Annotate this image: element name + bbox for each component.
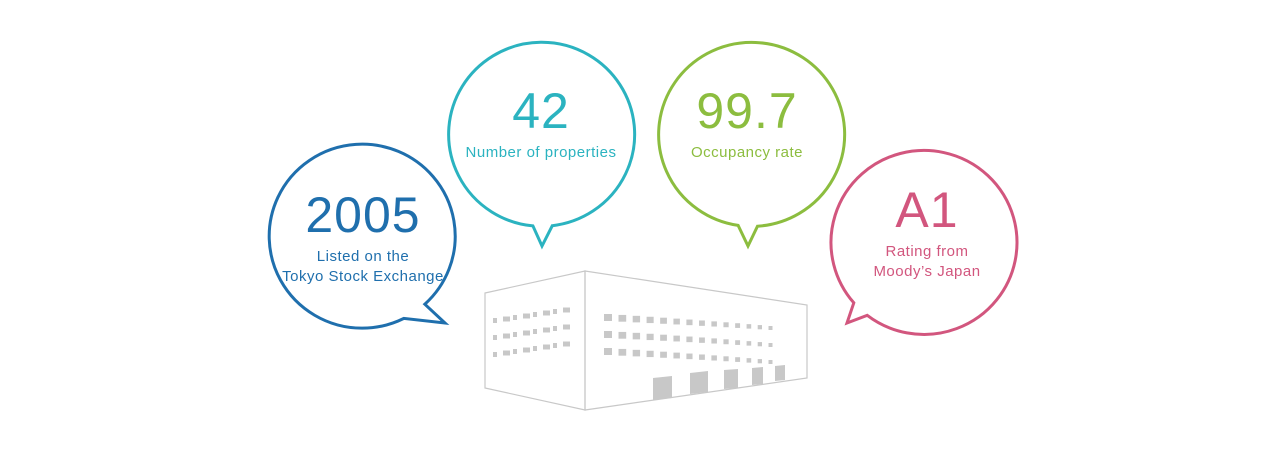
building-windows — [493, 307, 773, 364]
window — [768, 326, 773, 330]
window — [660, 317, 667, 324]
window — [493, 352, 497, 357]
window — [660, 351, 667, 358]
window — [711, 321, 717, 327]
stat-occupancy-label: Occupancy rate — [690, 144, 804, 161]
window — [646, 333, 654, 341]
window — [543, 310, 550, 316]
window — [632, 349, 641, 357]
window — [723, 322, 729, 328]
window — [711, 338, 717, 344]
window — [746, 358, 752, 363]
window — [632, 332, 641, 340]
window — [553, 326, 557, 331]
window — [604, 331, 612, 338]
stat-listed-value: 2005 — [305, 187, 421, 243]
window — [553, 309, 557, 314]
window — [711, 355, 717, 361]
window — [604, 314, 612, 321]
window — [660, 334, 667, 341]
window — [523, 330, 530, 336]
window — [533, 312, 537, 317]
building-front-face — [584, 270, 808, 411]
window — [543, 344, 550, 350]
window — [686, 353, 693, 360]
building-icon — [484, 270, 808, 411]
stat-listed-label-line2: Tokyo Stock Exchange — [282, 268, 444, 285]
window — [553, 343, 557, 348]
stat-rating-label-line2: Moody’s Japan — [873, 263, 981, 280]
window — [533, 329, 537, 334]
stat-properties-value: 42 — [512, 83, 570, 139]
window — [735, 357, 741, 362]
window — [746, 341, 752, 346]
window — [735, 323, 741, 328]
stat-rating: A1 Rating from Moody’s Japan — [827, 185, 1027, 282]
window — [563, 341, 570, 347]
stat-properties-label: Number of properties — [465, 144, 617, 161]
bubble-occupancy — [657, 40, 847, 250]
window — [513, 315, 517, 320]
stat-rating-label-line1: Rating from — [885, 243, 969, 260]
window — [618, 348, 627, 356]
window — [768, 343, 773, 347]
bubble-listed — [267, 142, 457, 330]
window — [723, 339, 729, 345]
window — [618, 314, 627, 322]
building-doors — [653, 365, 785, 400]
window — [686, 319, 693, 326]
window — [686, 336, 693, 343]
window — [503, 350, 510, 356]
stat-occupancy: 99.7 Occupancy rate — [647, 86, 847, 163]
building-left-face — [484, 270, 586, 411]
window — [699, 320, 705, 326]
stat-rating-value: A1 — [895, 182, 959, 238]
stat-listed: 2005 Listed on the Tokyo Stock Exchange — [263, 190, 463, 287]
window — [673, 318, 680, 325]
window — [513, 349, 517, 354]
window — [523, 347, 530, 353]
window — [618, 331, 627, 339]
window — [768, 360, 773, 364]
window — [533, 346, 537, 351]
window — [699, 337, 705, 343]
window — [503, 333, 510, 339]
window — [523, 313, 530, 319]
stat-properties: 42 Number of properties — [441, 86, 641, 163]
window — [513, 332, 517, 337]
window — [757, 325, 762, 330]
window — [493, 335, 497, 340]
stat-listed-label-line1: Listed on the — [316, 248, 410, 265]
window — [673, 335, 680, 342]
window — [503, 316, 510, 322]
window — [746, 324, 752, 329]
window — [699, 354, 705, 360]
window — [604, 348, 612, 355]
window — [757, 359, 762, 364]
window — [757, 342, 762, 347]
window — [673, 352, 680, 359]
window — [723, 356, 729, 362]
window — [493, 318, 497, 323]
window — [646, 316, 654, 324]
window — [543, 327, 550, 333]
window — [632, 315, 641, 323]
window — [646, 350, 654, 358]
bubble-rating — [829, 148, 1019, 336]
bubble-properties — [447, 40, 637, 250]
stat-occupancy-value: 99.7 — [696, 83, 798, 139]
window — [563, 324, 570, 330]
window — [735, 340, 741, 345]
window — [563, 307, 570, 313]
